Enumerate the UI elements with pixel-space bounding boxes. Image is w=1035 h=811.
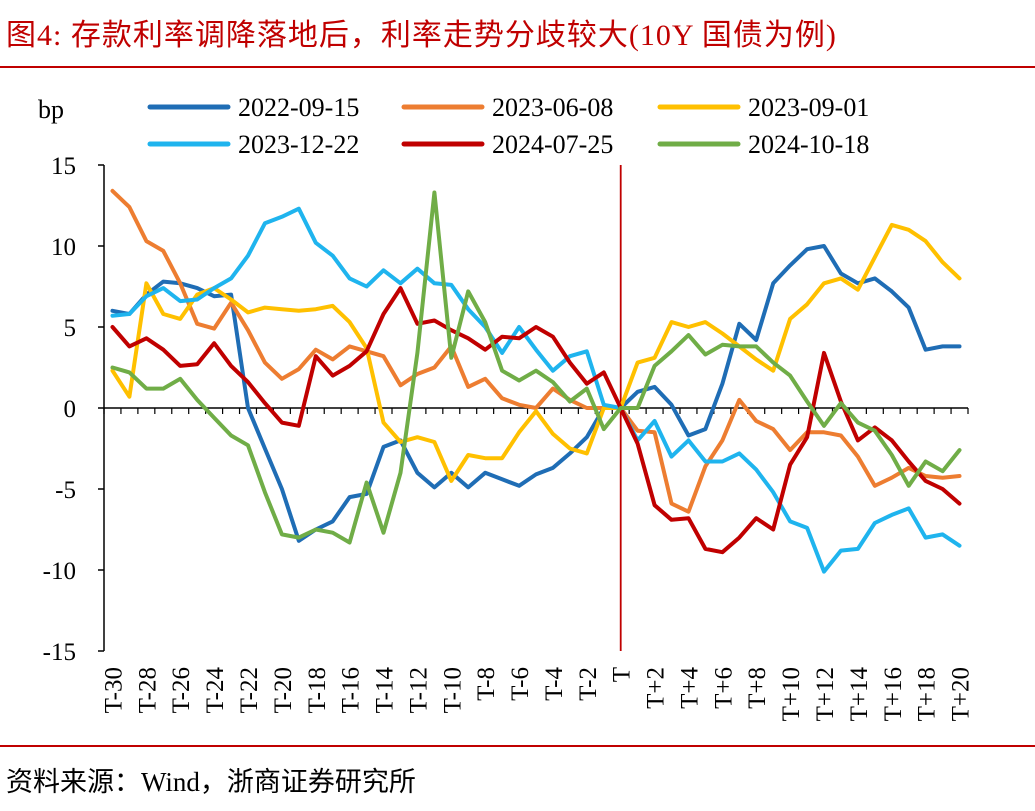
series-line-2024-07-25 [110,286,962,555]
x-tick-label: T-20 [270,667,297,713]
y-tick-label: -15 [43,639,76,666]
chart-legend: 2022-09-15 2023-06-08 2023-09-01 2023-12-22… [147,93,869,159]
x-tick-label: T+8 [744,667,771,709]
x-tick-label: T+6 [710,667,737,709]
x-tick-label: T-10 [439,667,466,713]
legend-label: 2023-12-22 [238,130,359,159]
legend-label: 2023-09-01 [748,93,869,122]
x-tick-label: T+20 [948,667,975,721]
legend-label: 2024-07-25 [492,130,613,159]
y-tick-label: -10 [43,558,76,585]
series-line-2022-09-15 [110,244,962,543]
series-line-2023-12-22 [110,206,962,574]
series-line-2023-09-01 [110,222,962,483]
x-tick-label: T-22 [236,667,263,713]
legend-label: 2023-06-08 [492,93,613,122]
x-tick-label: T-16 [338,667,365,713]
x-tick-label: T-8 [473,667,500,701]
legend-label: 2024-10-18 [748,130,869,159]
y-tick-label: 10 [51,234,76,261]
y-tick-label: 5 [64,315,77,342]
y-tick-label: 0 [64,396,77,423]
chart-series [110,188,962,574]
x-tick-label: T-4 [541,667,568,701]
x-tick-label: T-14 [372,667,399,714]
x-tick-label: T-12 [405,667,432,713]
y-axis-unit: bp [38,95,64,124]
series-line-2023-06-08 [110,188,962,514]
x-tick-label: T+10 [778,667,805,721]
title-divider [0,66,1035,68]
legend-label: 2022-09-15 [238,93,359,122]
x-tick-label: T [609,667,636,682]
x-tick-label: T-30 [100,667,127,713]
chart-axes: 15 10 5 0 -5 -10 -15 bp T-30 T-28 T-26 T-24 T-22 T-20… [38,95,975,721]
x-tick-label: T+16 [880,667,907,721]
figure-title: 图4: 存款利率调降落地后，利率走势分歧较大(10Y 国债为例) [6,19,837,52]
x-tick-label: T+14 [846,667,873,722]
x-tick-label: T-2 [575,667,602,701]
source-note: 资料来源：Wind，浙商证券研究所 [6,767,416,797]
x-tick-label: T-24 [202,667,229,714]
x-tick-label: T-6 [507,667,534,701]
series-line-2024-10-18 [110,190,962,545]
x-tick-label: T-28 [134,667,161,713]
x-tick-label: T+2 [643,667,670,709]
x-tick-label: T+4 [676,667,703,709]
footer-divider [0,745,1035,747]
y-tick-label: -5 [55,477,76,504]
x-tick-label: T-26 [168,667,195,713]
x-tick-label: T+12 [812,667,839,721]
x-tick-label: T+18 [914,667,941,721]
y-tick-label: 15 [51,153,76,180]
x-tick-label: T-18 [304,667,331,713]
